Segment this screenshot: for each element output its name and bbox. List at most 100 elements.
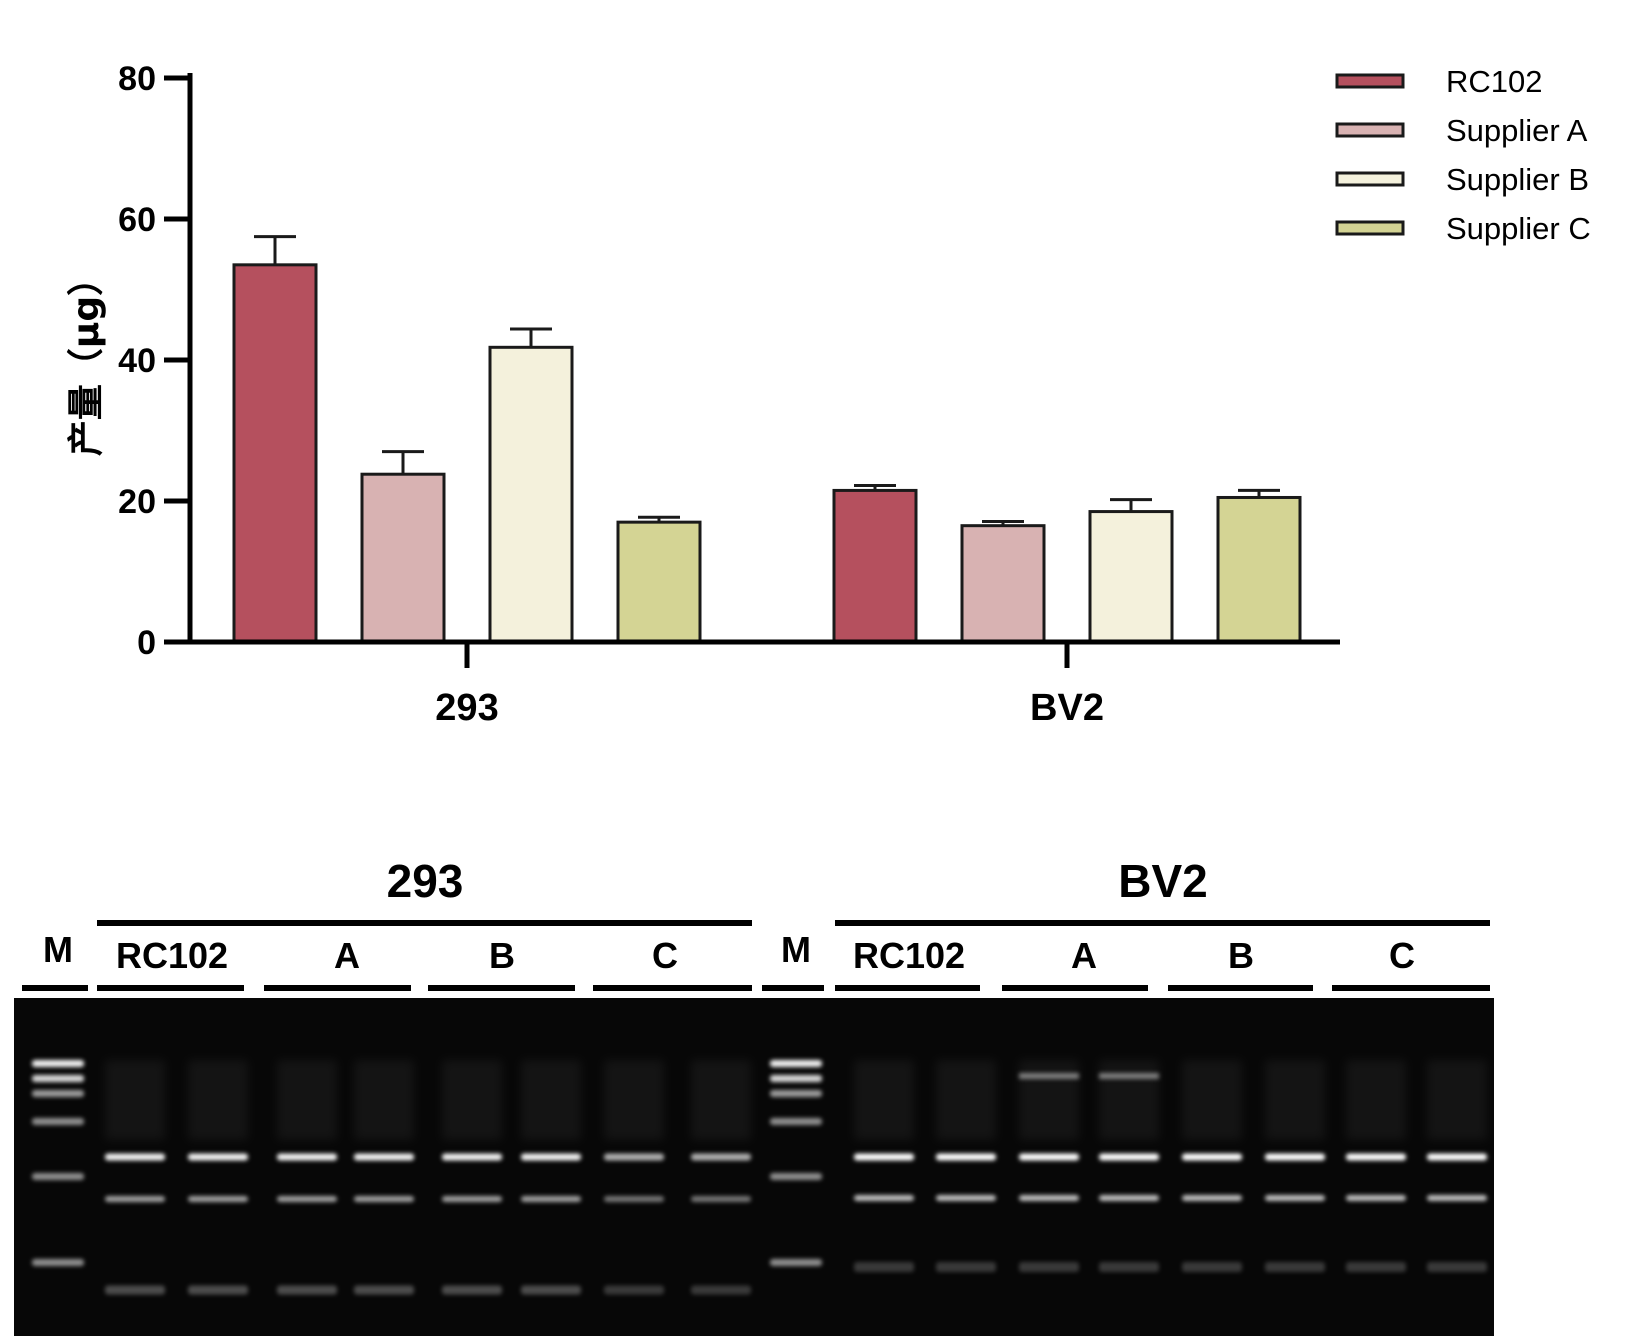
ladder-band [770, 1090, 822, 1097]
lane-band [1099, 1262, 1159, 1272]
y-tick-label: 0 [137, 624, 156, 662]
lane-smear [691, 1060, 751, 1140]
lane-smear [854, 1060, 914, 1140]
legend-label: Supplier C [1446, 211, 1591, 246]
gel-background [14, 998, 765, 1336]
lane-group-label: B [489, 935, 515, 976]
lane-band [105, 1196, 165, 1202]
legend-label: Supplier B [1446, 162, 1589, 197]
gel-panel-293: 293 M RC102 A B C [14, 855, 765, 1336]
lane-band [1182, 1262, 1242, 1272]
bar [616, 520, 702, 644]
lane-smear [521, 1060, 581, 1140]
lane-band [604, 1196, 664, 1202]
legend-swatch [1335, 122, 1405, 138]
x-ticks: 293 BV2 [435, 642, 1104, 729]
bar [232, 263, 318, 644]
lane-smear [442, 1060, 502, 1140]
lane-band [442, 1285, 502, 1295]
lane-band [354, 1153, 414, 1161]
lane-group-label: B [1228, 935, 1254, 976]
lane-band [521, 1196, 581, 1202]
gel-panel-title: BV2 [1118, 855, 1207, 907]
lane-smear [1099, 1060, 1159, 1140]
lane-group-label: A [334, 935, 360, 976]
y-tick-label: 60 [118, 201, 156, 239]
lane-band [354, 1285, 414, 1295]
bar-chart: 0 20 40 60 80 293 BV2 产量（μg） RC102 Supplier A S… [66, 60, 1591, 729]
lane-band [277, 1153, 337, 1161]
lane-band [1099, 1153, 1159, 1161]
lane-band [1346, 1153, 1406, 1161]
lane-smear [188, 1060, 248, 1140]
marker-lane-label: M [43, 929, 73, 970]
ladder-band [32, 1090, 84, 1097]
gel-panel-title: 293 [387, 855, 464, 907]
legend-swatch [1335, 220, 1405, 236]
lane-smear [277, 1060, 337, 1140]
legend-label: Supplier A [1446, 113, 1588, 148]
y-tick-label: 40 [118, 342, 156, 380]
lane-group-label: A [1071, 935, 1097, 976]
lane-band [188, 1153, 248, 1161]
lane-band [854, 1153, 914, 1161]
lane-band [521, 1153, 581, 1161]
lane-band [521, 1285, 581, 1295]
lane-band [1265, 1262, 1325, 1272]
lane-band [1265, 1153, 1325, 1161]
lane-band [1099, 1073, 1159, 1079]
lane-band [442, 1153, 502, 1161]
lane-band [691, 1285, 751, 1295]
ladder-band [32, 1118, 84, 1125]
bar [960, 524, 1046, 644]
lane-band [1346, 1262, 1406, 1272]
lane-smear [105, 1060, 165, 1140]
y-tick-label: 20 [118, 483, 156, 521]
lane-band [442, 1196, 502, 1202]
lane-band [1265, 1195, 1325, 1201]
gel-background [765, 998, 1494, 1336]
lane-smear [1265, 1060, 1325, 1140]
ladder-band [770, 1118, 822, 1125]
lane-band [277, 1196, 337, 1202]
lane-smear [1427, 1060, 1487, 1140]
lane-band [188, 1196, 248, 1202]
legend-swatch [1335, 171, 1405, 187]
legend: RC102 Supplier A Supplier B Supplier C [1335, 64, 1591, 246]
lane-band [936, 1262, 996, 1272]
lane-band [354, 1196, 414, 1202]
lane-band [691, 1153, 751, 1161]
lane-band [1019, 1262, 1079, 1272]
lane-band [105, 1153, 165, 1161]
lane-group-label: RC102 [116, 935, 228, 976]
lane-group-label: RC102 [853, 935, 965, 976]
legend-label: RC102 [1446, 64, 1543, 99]
lane-band [604, 1285, 664, 1295]
lane-band [1182, 1195, 1242, 1201]
gel-panel-bv2: BV2 M RC102 A B C [762, 855, 1494, 1336]
ladder-band [32, 1075, 84, 1082]
lane-band [1099, 1195, 1159, 1201]
ladder-band [32, 1060, 84, 1067]
y-ticks: 0 20 40 60 80 [118, 60, 190, 662]
marker-lane-label: M [781, 929, 811, 970]
bar [1216, 495, 1302, 644]
ladder-band [32, 1259, 84, 1266]
lane-band [936, 1153, 996, 1161]
lane-smear [604, 1060, 664, 1140]
lane-band [277, 1285, 337, 1295]
ladder-band [770, 1075, 822, 1082]
lane-band [1019, 1073, 1079, 1079]
x-tick-label: 293 [435, 687, 498, 729]
lane-band [604, 1153, 664, 1161]
lane-band [854, 1195, 914, 1201]
bar [360, 472, 446, 644]
y-tick-label: 80 [118, 60, 156, 98]
y-axis-label: 产量（μg） [66, 260, 107, 456]
lane-band [1427, 1262, 1487, 1272]
lane-band [1346, 1195, 1406, 1201]
ladder-band [770, 1060, 822, 1067]
x-tick-label: BV2 [1030, 687, 1104, 729]
lane-group-label: C [1389, 935, 1415, 976]
